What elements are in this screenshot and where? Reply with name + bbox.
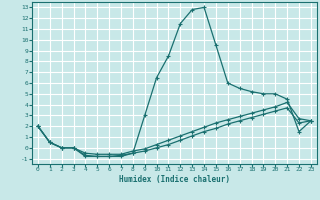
X-axis label: Humidex (Indice chaleur): Humidex (Indice chaleur) — [119, 175, 230, 184]
